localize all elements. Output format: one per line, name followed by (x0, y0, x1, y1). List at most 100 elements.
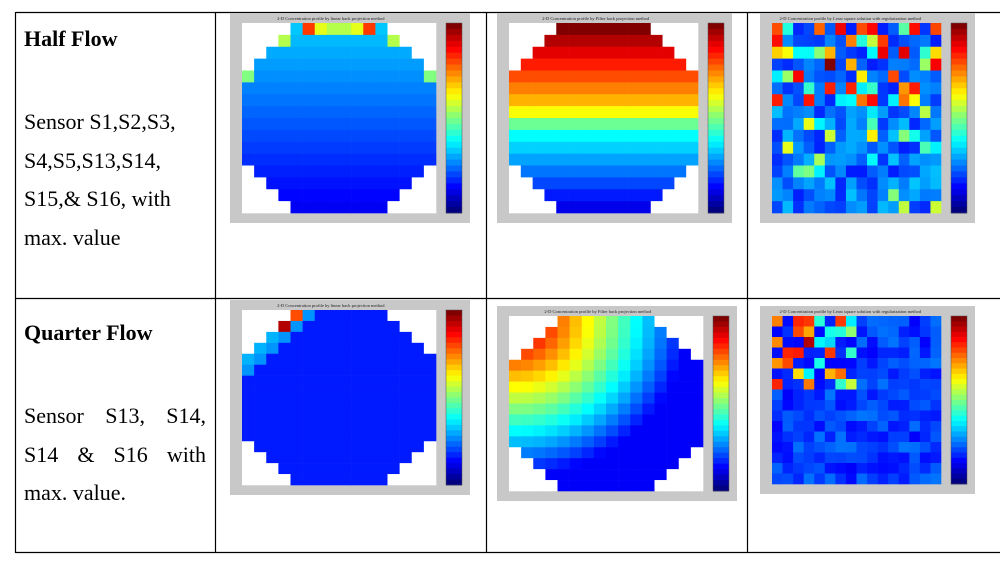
heatmap-cell (290, 408, 303, 420)
heatmap-cell (399, 441, 413, 453)
heatmap-cell (254, 46, 267, 59)
heatmap-cell (544, 177, 557, 190)
heatmap-cell (782, 452, 794, 464)
heatmap-cell (845, 463, 857, 474)
heatmap-cell (782, 58, 794, 71)
colorbar-segment (446, 468, 462, 475)
heatmap-cell (387, 408, 400, 420)
heatmap-cell (824, 201, 836, 214)
colorbar-segment (951, 358, 967, 364)
heatmap-cell (856, 129, 868, 143)
heatmap-cell (803, 82, 815, 95)
heatmap-cell (242, 397, 255, 409)
heatmap-cell (662, 177, 675, 190)
heatmap-cell (302, 94, 316, 107)
heatmap-cell (302, 342, 316, 355)
heatmap-cell (254, 310, 267, 322)
heatmap-cell (375, 364, 388, 376)
heatmap-cell (835, 326, 847, 338)
heatmap-cell (254, 463, 267, 475)
heatmap-cell (678, 316, 692, 328)
heatmap-cell (856, 379, 868, 390)
colorbar-segment (951, 463, 967, 469)
heatmap-cell (930, 165, 942, 178)
heatmap-cell (591, 94, 604, 107)
heatmap-cell (638, 129, 652, 143)
heatmap-cell (835, 368, 847, 380)
heatmap-cell (615, 189, 628, 202)
heatmap-cell (556, 58, 569, 71)
heatmap-cell (919, 46, 931, 59)
heatmap-cell (845, 70, 857, 83)
heatmap-cell (266, 165, 279, 178)
heatmap-cell (845, 379, 857, 390)
heatmap-cell (387, 82, 400, 95)
heatmap-cell (650, 34, 663, 48)
heatmap-cell (266, 141, 279, 154)
colorbar-segment (708, 135, 724, 143)
heatmap-cell (662, 82, 675, 95)
colorbar-segment (446, 359, 462, 366)
heatmap-cell (654, 337, 667, 350)
heatmap-cell (803, 129, 815, 143)
heatmap-cell (278, 375, 291, 387)
heatmap-cell (627, 82, 640, 95)
heatmap-cell (909, 177, 921, 190)
heatmap-cell (772, 347, 783, 359)
heatmap-cell (339, 463, 352, 475)
heatmap-cell (919, 34, 931, 48)
heatmap-cell (867, 337, 878, 348)
heatmap-cell (888, 129, 900, 143)
heatmap-cell (387, 70, 400, 83)
heatmap-cell (919, 337, 931, 348)
colorbar-segment (951, 23, 967, 30)
description-line: S14 & S16 with (24, 441, 206, 467)
heatmap-cell (618, 392, 631, 404)
heatmap-cell (782, 410, 794, 422)
heatmap-cell (678, 359, 692, 371)
heatmap-cell (814, 23, 826, 36)
heatmap-cell (544, 23, 557, 36)
colorbar-segment (446, 58, 462, 65)
heatmap-cell (606, 447, 619, 459)
heatmap-cell (618, 381, 631, 393)
heatmap-cell (387, 23, 400, 36)
heatmap-cell (581, 436, 595, 448)
heatmap-cell (654, 348, 667, 361)
heatmap-cell (509, 359, 522, 371)
heatmap-cell (856, 82, 868, 95)
heatmap-cell (557, 370, 570, 382)
heatmap-cell (898, 129, 910, 143)
heatmap-cell (242, 106, 255, 119)
heatmap-cell (544, 34, 557, 48)
heatmap-cell (824, 347, 836, 359)
heatmap-half-flow-filter-back-projection: 2-D Concentration profile by Filter back… (497, 13, 732, 223)
heatmap-cell (509, 82, 522, 95)
colorbar-segment (713, 348, 729, 355)
heatmap-cell (423, 441, 437, 453)
heatmap-cell (591, 201, 604, 214)
heatmap-cell (803, 153, 815, 166)
heatmap-cell (888, 201, 900, 214)
heatmap-cell (627, 177, 640, 190)
heatmap-cell (557, 458, 570, 470)
heatmap-cell (909, 316, 921, 327)
heatmap-cell (290, 419, 303, 431)
colorbar-segment (446, 123, 462, 131)
heatmap-cell (387, 46, 400, 59)
heatmap-cell (266, 118, 279, 131)
heatmap-cell (363, 23, 376, 36)
heatmap-cell (532, 106, 545, 119)
colorbar-segment (708, 58, 724, 65)
heatmap-cell (888, 34, 900, 48)
heatmap-cell (856, 389, 868, 401)
heatmap-cell (568, 94, 581, 107)
heatmap-cell (835, 70, 847, 83)
heatmap-cell (314, 375, 328, 387)
heatmap-cell (642, 458, 655, 470)
heatmap-cell (835, 58, 847, 71)
heatmap-cell (399, 82, 413, 95)
heatmap-cell (782, 106, 794, 119)
heatmap-cell (772, 389, 783, 401)
heatmap-cell (278, 94, 291, 107)
